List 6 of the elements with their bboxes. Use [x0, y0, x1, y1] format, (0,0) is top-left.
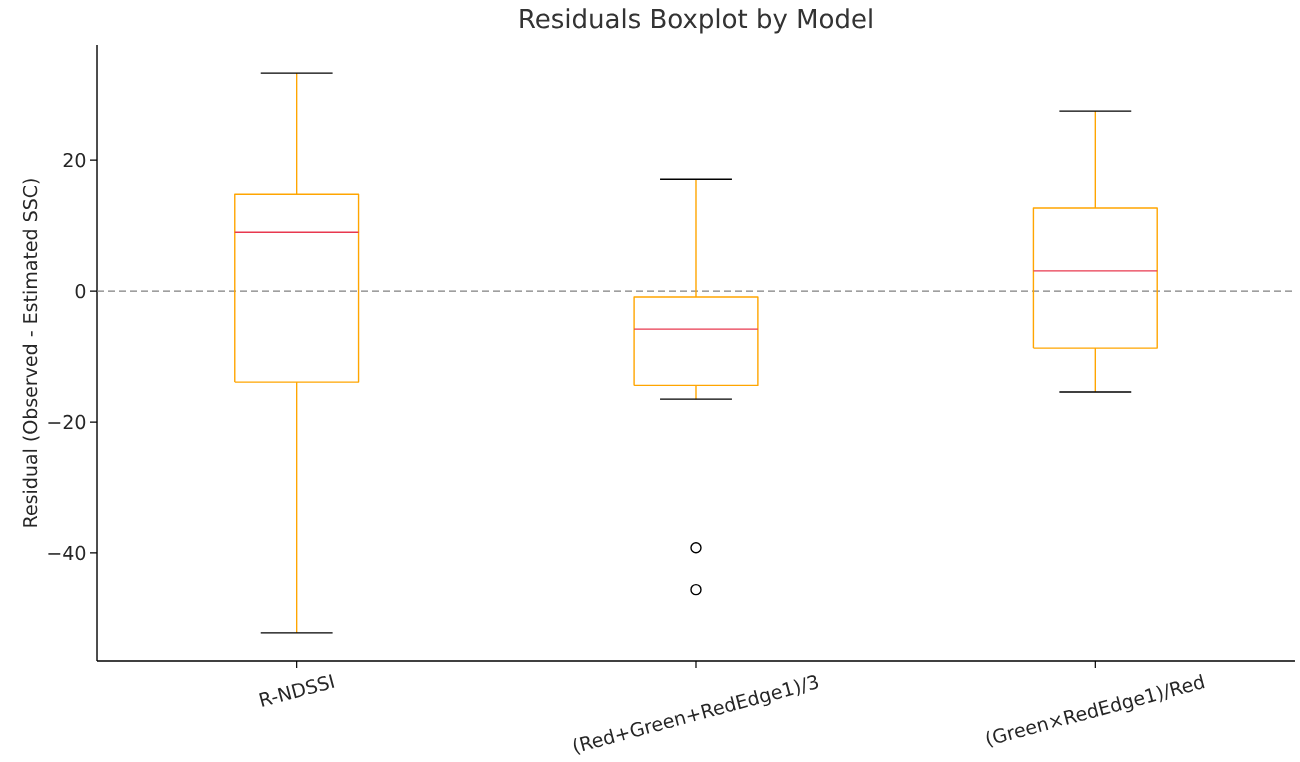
y-tick-label: −20 — [48, 414, 86, 430]
y-tick-label: 0 — [75, 283, 86, 299]
y-axis-title: Residual (Observed - Estimated SSC) — [22, 179, 40, 527]
chart-title: Residuals Boxplot by Model — [520, 8, 872, 34]
y-tick-label: 20 — [63, 153, 86, 168]
y-tick-label: −40 — [48, 545, 86, 561]
